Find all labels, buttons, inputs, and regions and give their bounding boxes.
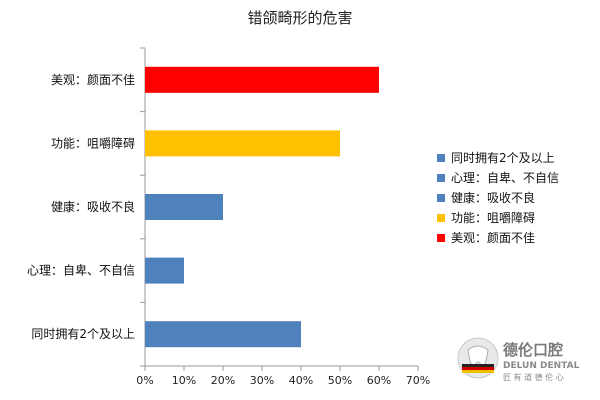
watermark-slogan: 匠 有 道 德 伦 心	[503, 372, 564, 382]
bar	[145, 321, 301, 348]
category-label: 心理：自卑、不自信	[27, 263, 135, 278]
plot-area: 0% 10% 20% 30% 40% 50% 60% 70% 美观：颜面不佳功能：咀嚼障碍健康：…	[27, 47, 430, 387]
legend-swatch	[437, 154, 445, 162]
legend-label: 心理：自卑、不自信	[451, 170, 559, 185]
bar	[145, 130, 340, 157]
category-label: 美观：颜面不佳	[51, 72, 135, 87]
watermark-logo: 德伦口腔 DELUN DENTAL 匠 有 道 德 伦 心	[457, 337, 580, 382]
legend-label: 美观：颜面不佳	[451, 230, 535, 245]
bar	[145, 66, 379, 93]
category-label: 同时拥有2个及以上	[31, 327, 135, 341]
flag-stripe-gold	[462, 370, 494, 373]
bar	[145, 257, 184, 284]
x-tick-label: 70%	[406, 374, 430, 387]
x-tick-label: 10%	[172, 374, 196, 387]
legend-swatch	[437, 174, 445, 182]
chart-title: 错颌畸形的危害	[247, 9, 352, 27]
legend-label: 同时拥有2个及以上	[451, 151, 555, 165]
legend-swatch	[437, 214, 445, 222]
x-tick-label: 40%	[289, 374, 313, 387]
x-tick-label: 20%	[211, 374, 235, 387]
category-label: 健康：吸收不良	[51, 199, 135, 214]
watermark-name: 德伦口腔	[503, 341, 563, 359]
x-tick-label: 50%	[328, 374, 352, 387]
x-tick-label: 60%	[367, 374, 391, 387]
legend-swatch	[437, 234, 445, 242]
x-tick-label: 30%	[250, 374, 274, 387]
flag-stripe-red	[462, 367, 494, 370]
flag-stripe-black	[462, 364, 494, 367]
watermark-sub: DELUN DENTAL	[503, 361, 580, 371]
legend-label: 健康：吸收不良	[451, 190, 535, 205]
bar	[145, 194, 223, 220]
category-label: 功能：咀嚼障碍	[51, 135, 135, 150]
legend-label: 功能：咀嚼障碍	[451, 210, 535, 225]
legend-swatch	[437, 194, 445, 202]
x-tick-label: 0%	[136, 374, 153, 387]
